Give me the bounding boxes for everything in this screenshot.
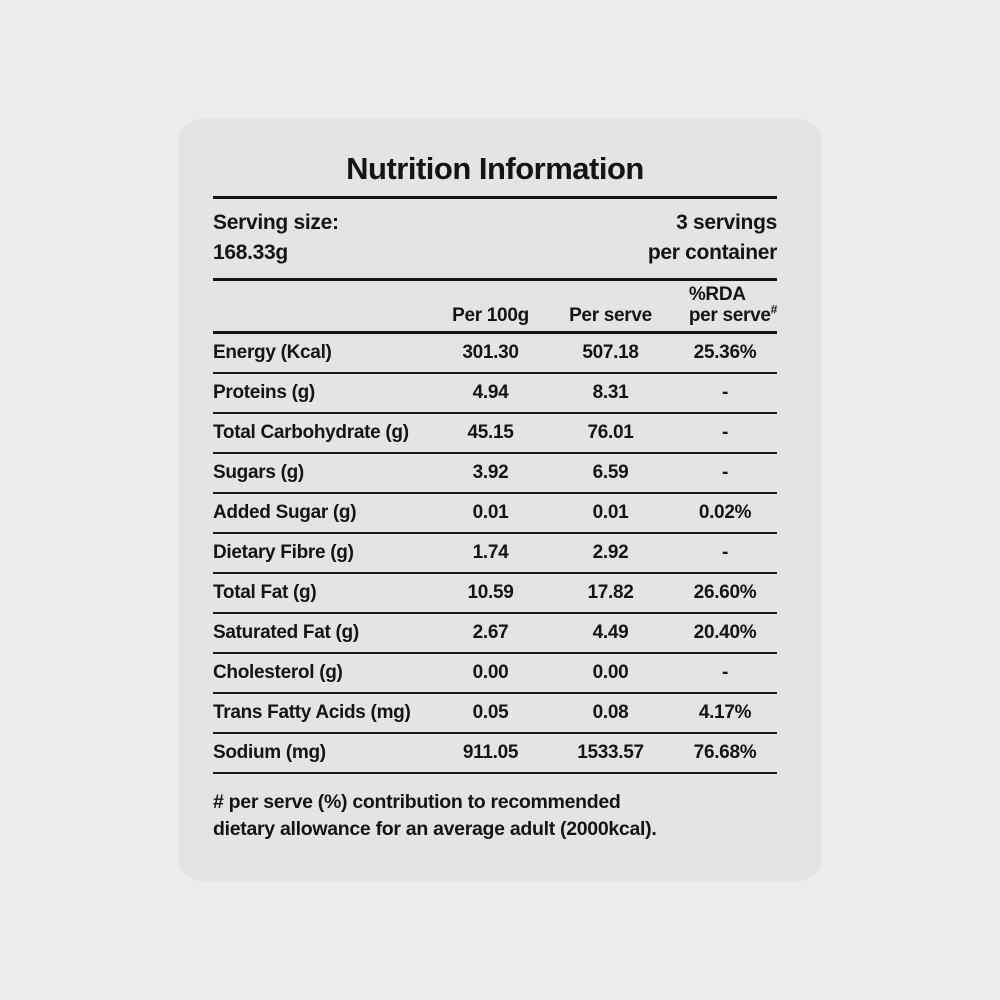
servings-per-container-block: 3 servings per container (648, 208, 777, 268)
per-100g-value: 0.05 (472, 702, 509, 723)
per-100g-value: 301.30 (462, 342, 519, 363)
header-rda-line1: %RDA (688, 284, 746, 305)
nutrition-title: Nutrition Information (346, 151, 644, 186)
nutrient-label: Sugars (g) (213, 462, 304, 483)
header-rda-line2: per serve (688, 305, 771, 326)
table-row-added-sugar: Added Sugar (g) 0.01 0.01 0.02% (213, 494, 777, 534)
rda-value: 4.17% (698, 702, 752, 723)
nutrient-label: Total Fat (g) (213, 582, 317, 603)
nutrient-label: Cholesterol (g) (213, 662, 343, 683)
per-100g-value: 4.94 (472, 382, 509, 403)
per-100g-value: 0.01 (472, 502, 509, 523)
per-100g-value: 0.00 (472, 662, 509, 683)
per-serve-value: 76.01 (587, 422, 634, 443)
table-row-dietary-fibre: Dietary Fibre (g) 1.74 2.92 - (213, 534, 777, 574)
per-serve-value: 4.49 (592, 622, 629, 643)
footnote-line2: dietary allowance for an average adult (… (213, 818, 657, 840)
nutrient-label: Saturated Fat (g) (213, 622, 359, 643)
rda-value: 25.36% (693, 342, 757, 363)
per-100g-value: 10.59 (467, 582, 514, 603)
rda-value: - (721, 462, 729, 483)
per-100g-value: 45.15 (467, 422, 514, 443)
per-serve-value: 0.00 (592, 662, 629, 683)
table-row-trans-fatty-acids: Trans Fatty Acids (mg) 0.05 0.08 4.17% (213, 694, 777, 734)
rda-value: 0.02% (698, 502, 752, 523)
serving-size-value: 168.33g (213, 241, 288, 264)
per-100g-value: 1.74 (472, 542, 509, 563)
per-100g-value: 3.92 (472, 462, 509, 483)
rda-value: 26.60% (693, 582, 757, 603)
nutrient-label: Total Carbohydrate (g) (213, 422, 409, 443)
per-serve-value: 0.08 (592, 702, 629, 723)
header-rda-per-serve: %RDA per serve# (673, 284, 778, 326)
nutrition-label-card: Nutrition Information Serving size: 168.… (178, 118, 822, 882)
per-serve-value: 0.01 (592, 502, 629, 523)
table-header-row: Per 100g Per serve %RDA per serve# (213, 281, 777, 334)
nutrient-label: Energy (Kcal) (213, 342, 332, 363)
per-serve-value: 8.31 (592, 382, 629, 403)
rda-value: - (721, 422, 729, 443)
per-serve-value: 1533.57 (577, 742, 644, 763)
table-row-saturated-fat: Saturated Fat (g) 2.67 4.49 20.40% (213, 614, 777, 654)
table-row-total-carbohydrate: Total Carbohydrate (g) 45.15 76.01 - (213, 414, 777, 454)
nutrient-label: Proteins (g) (213, 382, 315, 403)
servings-count: 3 servings (676, 211, 777, 234)
per-serve-value: 507.18 (582, 342, 639, 363)
serving-section: Serving size: 168.33g 3 servings per con… (213, 199, 777, 278)
serving-divider (213, 278, 777, 281)
table-row-cholesterol: Cholesterol (g) 0.00 0.00 - (213, 654, 777, 694)
rda-value: 76.68% (693, 742, 757, 763)
nutrient-label: Sodium (mg) (213, 742, 326, 763)
nutrient-label: Dietary Fibre (g) (213, 542, 354, 563)
per-serve-value: 2.92 (592, 542, 629, 563)
nutrient-label: Added Sugar (g) (213, 502, 357, 523)
table-row-energy: Energy (Kcal) 301.30 507.18 25.36% (213, 334, 777, 374)
rda-value: 20.40% (693, 622, 757, 643)
servings-per-container: per container (647, 241, 777, 264)
header-per-100g: Per 100g (452, 305, 529, 326)
per-100g-value: 911.05 (462, 742, 519, 763)
table-row-sodium: Sodium (mg) 911.05 1533.57 76.68% (213, 734, 777, 774)
rda-value: - (721, 662, 729, 683)
footnote: # per serve (%) contribution to recommen… (213, 789, 777, 843)
per-serve-value: 6.59 (592, 462, 629, 483)
footnote-marker: # (770, 302, 778, 317)
table-row-proteins: Proteins (g) 4.94 8.31 - (213, 374, 777, 414)
rda-value: - (721, 542, 729, 563)
title-divider (213, 196, 777, 199)
table-row-total-fat: Total Fat (g) 10.59 17.82 26.60% (213, 574, 777, 614)
table-row-sugars: Sugars (g) 3.92 6.59 - (213, 454, 777, 494)
serving-size-block: Serving size: 168.33g (213, 208, 339, 268)
per-100g-value: 2.67 (472, 622, 509, 643)
header-per-serve: Per serve (569, 305, 652, 326)
footnote-line1: # per serve (%) contribution to recommen… (213, 791, 621, 813)
nutrient-label: Trans Fatty Acids (mg) (213, 702, 411, 723)
serving-size-label: Serving size: (213, 211, 339, 234)
rda-value: - (721, 382, 729, 403)
per-serve-value: 17.82 (587, 582, 634, 603)
